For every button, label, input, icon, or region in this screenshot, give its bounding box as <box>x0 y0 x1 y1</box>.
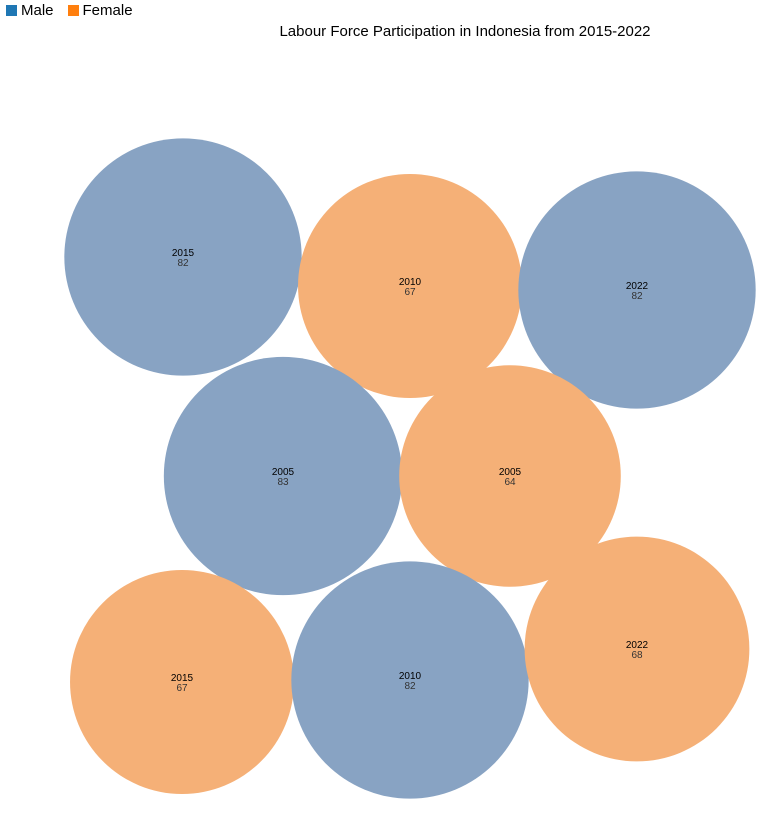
bubble-circle[interactable] <box>163 356 403 596</box>
bubble-year-label: 2015 <box>171 673 194 684</box>
bubble-value-label: 83 <box>277 477 289 488</box>
bubble-circle[interactable] <box>518 171 756 409</box>
legend-swatch-male <box>6 5 17 16</box>
legend-item-female[interactable]: Female <box>67 2 133 19</box>
bubble-circle[interactable] <box>291 561 529 799</box>
bubble-circle[interactable] <box>70 570 294 794</box>
bubble-circle[interactable] <box>399 365 621 587</box>
bubble-value-label: 82 <box>177 258 189 269</box>
bubble-year-label: 2010 <box>399 277 422 288</box>
bubble-value-label: 82 <box>631 291 643 302</box>
bubble-year-label: 2005 <box>272 467 295 478</box>
legend-swatch-female <box>67 5 79 16</box>
bubble-value-label: 67 <box>176 683 188 694</box>
chart-title: Labour Force Participation in Indonesia … <box>279 23 651 40</box>
bubble-value-label: 64 <box>504 477 516 488</box>
legend-item-male[interactable]: Male <box>6 2 54 19</box>
bubble-year-label: 2022 <box>626 281 649 292</box>
bubble-value-label: 68 <box>631 650 643 661</box>
bubble-circle[interactable] <box>524 536 750 762</box>
bubble-year-label: 2010 <box>399 671 422 682</box>
bubble-value-label: 82 <box>404 681 416 692</box>
bubble-year-label: 2015 <box>172 248 195 259</box>
legend: Male Female <box>6 2 147 19</box>
legend-label-male: Male <box>21 2 54 19</box>
bubble-circle[interactable] <box>64 138 302 376</box>
legend-label-female: Female <box>82 2 133 19</box>
bubble-year-label: 2005 <box>499 467 522 478</box>
bubble-value-label: 67 <box>404 287 416 298</box>
bubble-year-label: 2022 <box>626 640 649 651</box>
bubble-circle[interactable] <box>298 174 522 398</box>
